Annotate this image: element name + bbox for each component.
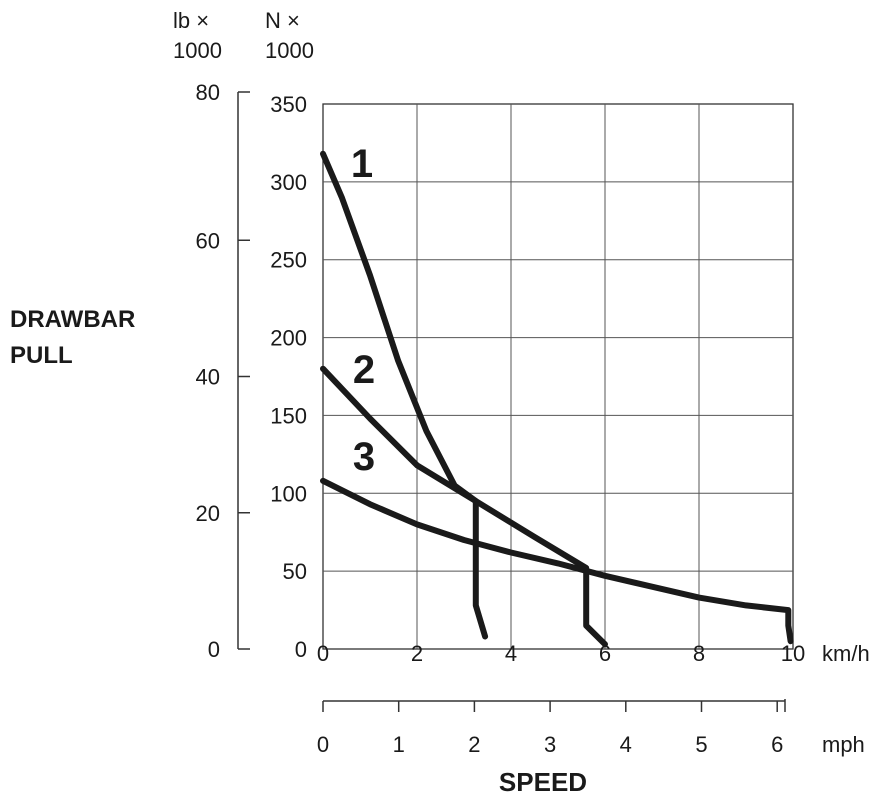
kmh-axis-tick-label: 10 [781, 641, 805, 666]
lb-axis-tick-label: 80 [196, 80, 220, 105]
kmh-axis-unit: km/h [822, 641, 870, 666]
series-line-3 [320, 477, 794, 645]
data-series: 1 2 3 [320, 142, 794, 648]
mph-axis-tick-label: 6 [771, 732, 783, 757]
n-axis-unit-line1: N × [265, 8, 300, 33]
series-line-1 [320, 150, 489, 640]
lb-axis-tick-label: 40 [196, 365, 220, 390]
lb-axis-tick-label: 0 [208, 637, 220, 662]
mph-axis-tick-label: 2 [468, 732, 480, 757]
lb-axis-unit-line1: lb × [173, 8, 209, 33]
n-axis-tick-label: 350 [270, 92, 307, 117]
series-label-3: 3 [353, 435, 375, 479]
series-label-2: 2 [353, 348, 375, 392]
series-line-2 [320, 365, 608, 648]
kmh-axis-tick-label: 6 [599, 641, 611, 666]
n-axis-tick-label: 100 [270, 481, 307, 506]
y-axis-title-line2: PULL [10, 342, 73, 369]
mph-axis-tick-label: 5 [695, 732, 707, 757]
n-axis-unit-line2: 1000 [265, 38, 314, 63]
kmh-axis-tick-label: 2 [411, 641, 423, 666]
mph-axis-tick-label: 0 [317, 732, 329, 757]
mph-axis-tick-label: 3 [544, 732, 556, 757]
n-axis-tick-label: 150 [270, 403, 307, 428]
n-axis-tick-label: 250 [270, 248, 307, 273]
kmh-axis-tick-label: 8 [693, 641, 705, 666]
plot-frame [322, 103, 794, 650]
lb-axis-tick-label: 60 [196, 228, 220, 253]
x-axis-title: SPEED [499, 767, 587, 796]
n-axis-tick-label: 300 [270, 170, 307, 195]
series-label-1: 1 [351, 142, 373, 186]
lb-axis-tick-label: 20 [196, 501, 220, 526]
kmh-axis-tick-label: 4 [505, 641, 517, 666]
mph-axis-unit: mph [822, 732, 865, 757]
kmh-axis-tick-label: 0 [317, 641, 329, 666]
mph-axis-tick-label: 4 [620, 732, 632, 757]
n-axis-tick-label: 50 [283, 559, 307, 584]
n-axis-tick-label: 200 [270, 326, 307, 351]
n-axis-tick-label: 0 [295, 637, 307, 662]
lb-axis-unit-line2: 1000 [173, 38, 222, 63]
grid-lines [322, 103, 794, 650]
axis-labels: lb × 1000 N × 1000 DRAWBAR PULL km/h mph… [10, 8, 870, 796]
mph-axis-tick-label: 1 [393, 732, 405, 757]
y-axis-title-line1: DRAWBAR [10, 306, 135, 333]
